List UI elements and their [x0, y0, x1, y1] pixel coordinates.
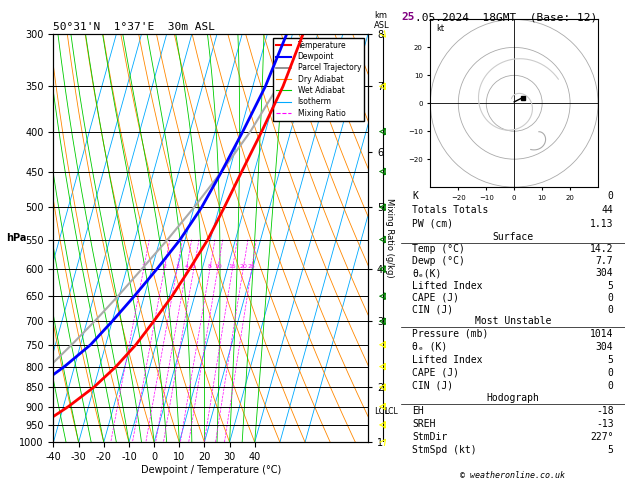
Text: SREH: SREH — [413, 419, 436, 429]
Text: -13: -13 — [596, 419, 613, 429]
Text: kt: kt — [436, 24, 444, 33]
X-axis label: Dewpoint / Temperature (°C): Dewpoint / Temperature (°C) — [141, 465, 281, 475]
Text: LCL: LCL — [374, 406, 389, 416]
Text: .05.2024  18GMT  (Base: 12): .05.2024 18GMT (Base: 12) — [415, 12, 598, 22]
Text: 8: 8 — [208, 264, 212, 269]
Text: 10: 10 — [214, 264, 221, 269]
Text: 5: 5 — [608, 445, 613, 455]
Text: 1.13: 1.13 — [590, 219, 613, 229]
Text: Dewp (°C): Dewp (°C) — [413, 256, 465, 266]
Text: StmSpd (kt): StmSpd (kt) — [413, 445, 477, 455]
Text: CAPE (J): CAPE (J) — [413, 368, 459, 378]
Text: Surface: Surface — [493, 232, 533, 242]
Text: 44: 44 — [602, 205, 613, 215]
Text: 0: 0 — [608, 191, 613, 201]
Text: LCL: LCL — [384, 406, 398, 416]
Text: Pressure (mb): Pressure (mb) — [413, 329, 489, 339]
Text: 3: 3 — [175, 264, 179, 269]
Text: StmDir: StmDir — [413, 432, 448, 442]
Text: 25: 25 — [248, 264, 255, 269]
Text: Lifted Index: Lifted Index — [413, 355, 483, 365]
Legend: Temperature, Dewpoint, Parcel Trajectory, Dry Adiabat, Wet Adiabat, Isotherm, Mi: Temperature, Dewpoint, Parcel Trajectory… — [273, 38, 364, 121]
Text: Lifted Index: Lifted Index — [413, 280, 483, 291]
Text: 304: 304 — [596, 342, 613, 352]
Text: 1014: 1014 — [590, 329, 613, 339]
Text: 50°31'N  1°37'E  30m ASL: 50°31'N 1°37'E 30m ASL — [53, 22, 216, 32]
Text: 0: 0 — [608, 305, 613, 315]
Text: 14.2: 14.2 — [590, 244, 613, 254]
Text: km
ASL: km ASL — [374, 11, 390, 30]
Text: 4: 4 — [184, 264, 188, 269]
Text: PW (cm): PW (cm) — [413, 219, 454, 229]
Text: 15: 15 — [228, 264, 237, 269]
Text: © weatheronline.co.uk: © weatheronline.co.uk — [460, 471, 565, 480]
Text: 2: 2 — [162, 264, 166, 269]
Text: 20: 20 — [239, 264, 247, 269]
Text: EH: EH — [413, 406, 424, 416]
Text: 25: 25 — [401, 12, 415, 22]
Text: 5: 5 — [192, 264, 196, 269]
Text: 7.7: 7.7 — [596, 256, 613, 266]
Text: θₑ (K): θₑ (K) — [413, 342, 448, 352]
Text: hPa: hPa — [6, 233, 26, 243]
Text: CIN (J): CIN (J) — [413, 381, 454, 391]
Text: Temp (°C): Temp (°C) — [413, 244, 465, 254]
Text: 5: 5 — [608, 355, 613, 365]
Text: 227°: 227° — [590, 432, 613, 442]
Text: 1: 1 — [142, 264, 145, 269]
Text: Totals Totals: Totals Totals — [413, 205, 489, 215]
Text: K: K — [413, 191, 418, 201]
Text: CIN (J): CIN (J) — [413, 305, 454, 315]
Y-axis label: Mixing Ratio (g/kg): Mixing Ratio (g/kg) — [386, 198, 394, 278]
Text: θₑ(K): θₑ(K) — [413, 268, 442, 278]
Text: 0: 0 — [608, 293, 613, 303]
Text: 5: 5 — [608, 280, 613, 291]
Text: 0: 0 — [608, 381, 613, 391]
Text: -18: -18 — [596, 406, 613, 416]
Text: CAPE (J): CAPE (J) — [413, 293, 459, 303]
Text: 0: 0 — [608, 368, 613, 378]
Text: Most Unstable: Most Unstable — [475, 316, 551, 326]
Text: 304: 304 — [596, 268, 613, 278]
Text: Hodograph: Hodograph — [486, 393, 540, 403]
